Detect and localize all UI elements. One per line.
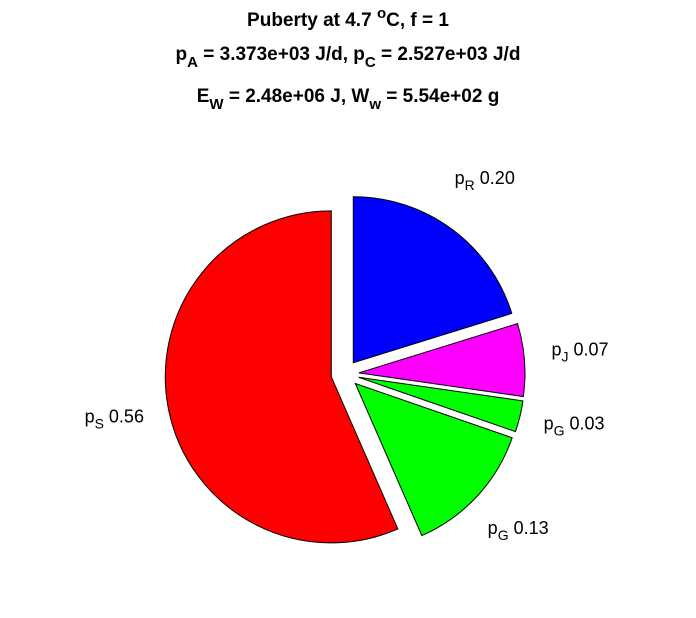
label-name: p	[455, 168, 465, 188]
pie-slice	[354, 382, 513, 537]
title-segment: w	[368, 96, 381, 113]
title-segment: o	[377, 5, 386, 22]
label-name: p	[551, 339, 561, 359]
label-subscript: G	[554, 423, 565, 439]
title-segment: = 5.54e+02 g	[381, 86, 499, 107]
title-segment: Puberty at 4.7	[247, 10, 377, 31]
label-subscript: R	[465, 177, 475, 193]
title-segment: E	[197, 86, 210, 107]
chart-title-line: pA = 3.373e+03 J/d, pC = 2.527e+03 J/d	[176, 44, 521, 71]
label-name: p	[544, 414, 554, 434]
label-subscript: S	[95, 415, 104, 431]
slice-label: pR 0.20	[455, 168, 515, 193]
value-label: 0.20	[480, 168, 515, 188]
label-name: p	[85, 406, 95, 426]
value-label: 0.56	[109, 406, 144, 426]
chart-title-line: Puberty at 4.7 oC, f = 1	[247, 5, 449, 31]
pie-slice	[358, 376, 524, 433]
title-segment: W	[209, 96, 224, 113]
slice-label: pJ 0.07	[551, 339, 608, 364]
pie-slice	[164, 210, 399, 544]
title-segment: = 3.373e+03 J/d, p	[198, 44, 365, 65]
title-segment: = 2.48e+06 J, W	[224, 86, 370, 107]
title-segment: p	[176, 44, 188, 65]
pie-slice	[352, 196, 513, 364]
pie-slice	[358, 322, 526, 398]
title-segment: A	[187, 54, 198, 71]
title-segment: C, f = 1	[386, 10, 449, 31]
value-label: 0.07	[573, 339, 608, 359]
value-label: 0.03	[570, 414, 605, 434]
slice-label: pS 0.56	[85, 406, 144, 431]
slice-label: pG 0.03	[544, 414, 605, 439]
title-segment: = 2.527e+03 J/d	[376, 44, 521, 65]
label-subscript: G	[498, 527, 509, 543]
chart-title-line: EW = 2.48e+06 J, Ww = 5.54e+02 g	[197, 86, 500, 113]
title-segment: C	[365, 54, 376, 71]
slice-label: pG 0.13	[488, 518, 549, 543]
label-name: p	[488, 518, 498, 538]
value-label: 0.13	[514, 518, 549, 538]
label-subscript: J	[561, 348, 568, 364]
